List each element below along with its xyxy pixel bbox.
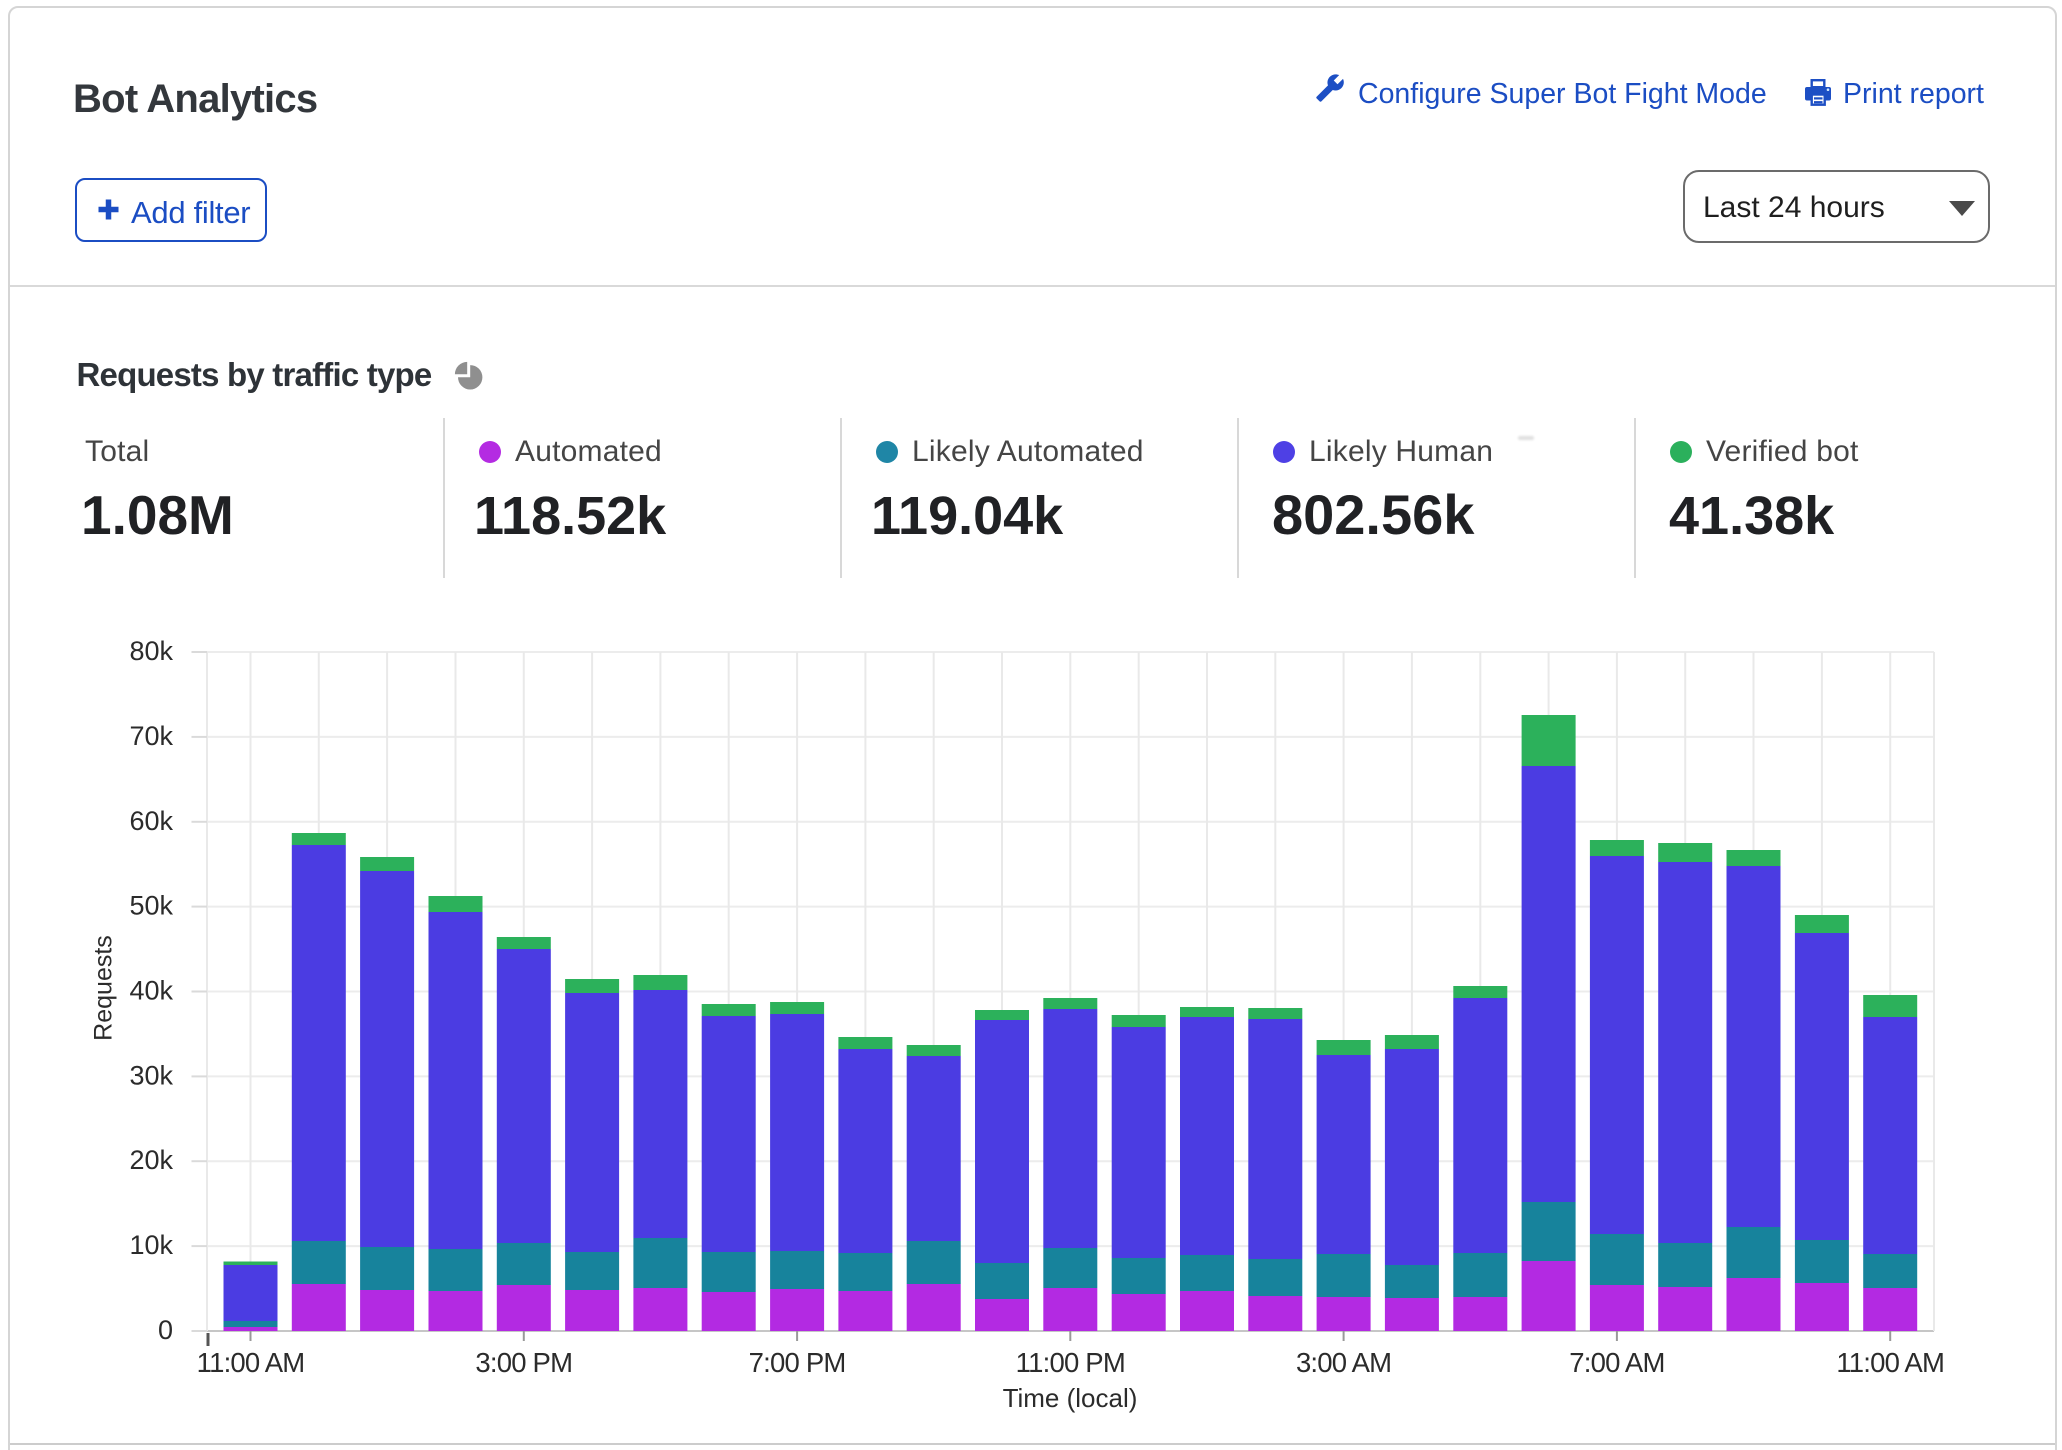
svg-text:Time (local): Time (local) [1003,1383,1138,1413]
svg-text:40k: 40k [129,976,173,1006]
svg-text:50k: 50k [129,891,173,921]
svg-text:11:00 AM: 11:00 AM [1836,1347,1944,1378]
svg-text:60k: 60k [129,806,173,836]
svg-text:70k: 70k [129,721,173,751]
svg-text:10k: 10k [129,1230,173,1260]
svg-text:20k: 20k [129,1145,173,1175]
svg-text:7:00 PM: 7:00 PM [749,1347,846,1378]
svg-text:3:00 PM: 3:00 PM [475,1347,572,1378]
svg-text:11:00 AM: 11:00 AM [197,1347,305,1378]
svg-text:30k: 30k [129,1060,173,1090]
svg-text:3:00 AM: 3:00 AM [1296,1347,1391,1378]
svg-text:0: 0 [158,1315,173,1345]
svg-text:80k: 80k [129,636,173,666]
svg-text:11:00 PM: 11:00 PM [1016,1347,1125,1378]
svg-text:Requests: Requests [90,935,118,1041]
svg-text:7:00 AM: 7:00 AM [1569,1347,1664,1378]
